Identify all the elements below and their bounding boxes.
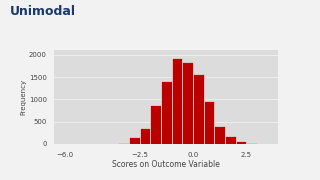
Bar: [236, 141, 246, 144]
Bar: [204, 101, 214, 144]
Bar: [129, 137, 140, 144]
Bar: [193, 74, 204, 144]
Bar: [172, 58, 182, 144]
Bar: [118, 143, 129, 144]
Bar: [182, 62, 193, 144]
Bar: [161, 81, 172, 144]
Bar: [246, 143, 257, 144]
Text: Unimodal: Unimodal: [10, 5, 76, 18]
Bar: [140, 127, 150, 144]
X-axis label: Scores on Outcome Variable: Scores on Outcome Variable: [112, 160, 220, 169]
Y-axis label: Frequency: Frequency: [20, 79, 26, 115]
Bar: [214, 126, 225, 144]
Bar: [150, 105, 161, 144]
Bar: [225, 136, 236, 144]
